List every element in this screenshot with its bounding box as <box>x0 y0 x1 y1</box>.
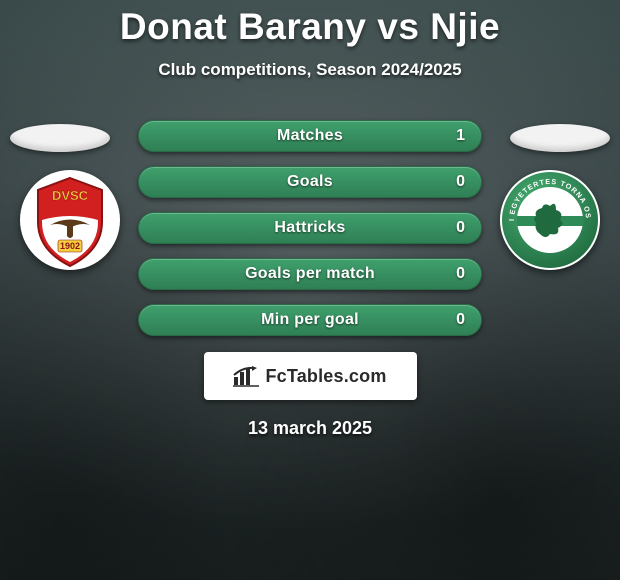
crest-left-text: DVSC <box>52 188 89 203</box>
brand-text: FcTables.com <box>265 366 386 387</box>
bar-label: Hattricks <box>167 219 453 237</box>
flag-right <box>510 124 610 152</box>
bar-chart-icon <box>233 365 259 387</box>
content-wrapper: Donat Barany vs Njie Club competitions, … <box>0 0 620 580</box>
bar-value: 0 <box>453 265 465 283</box>
subtitle: Club competitions, Season 2024/2025 <box>158 60 461 80</box>
stat-bars: Matches 1 Goals 0 Hattricks 0 Goals per … <box>138 120 482 336</box>
bar-label: Goals <box>167 173 453 191</box>
bar-goals-per-match: Goals per match 0 <box>138 258 482 290</box>
bar-goals: Goals 0 <box>138 166 482 198</box>
bar-value: 0 <box>453 173 465 191</box>
crest-left-svg: DVSC 1902 <box>20 170 120 270</box>
bar-label: Matches <box>167 127 453 145</box>
bar-label: Goals per match <box>167 265 453 283</box>
page-title: Donat Barany vs Njie <box>120 6 500 48</box>
bar-value: 0 <box>453 219 465 237</box>
flag-left <box>10 124 110 152</box>
brand-box: FcTables.com <box>204 352 417 400</box>
crest-left-year: 1902 <box>60 241 80 251</box>
bar-min-per-goal: Min per goal 0 <box>138 304 482 336</box>
crest-right-svg: GYORI EGYETERTES TORNA OSZTALY 1904 <box>500 170 600 270</box>
bar-value: 0 <box>453 311 465 329</box>
bar-matches: Matches 1 <box>138 120 482 152</box>
bar-value: 1 <box>453 127 465 145</box>
date-text: 13 march 2025 <box>248 418 372 439</box>
crest-right: GYORI EGYETERTES TORNA OSZTALY 1904 <box>500 170 600 270</box>
crest-left: DVSC 1902 <box>20 170 120 270</box>
bar-label: Min per goal <box>167 311 453 329</box>
bar-hattricks: Hattricks 0 <box>138 212 482 244</box>
